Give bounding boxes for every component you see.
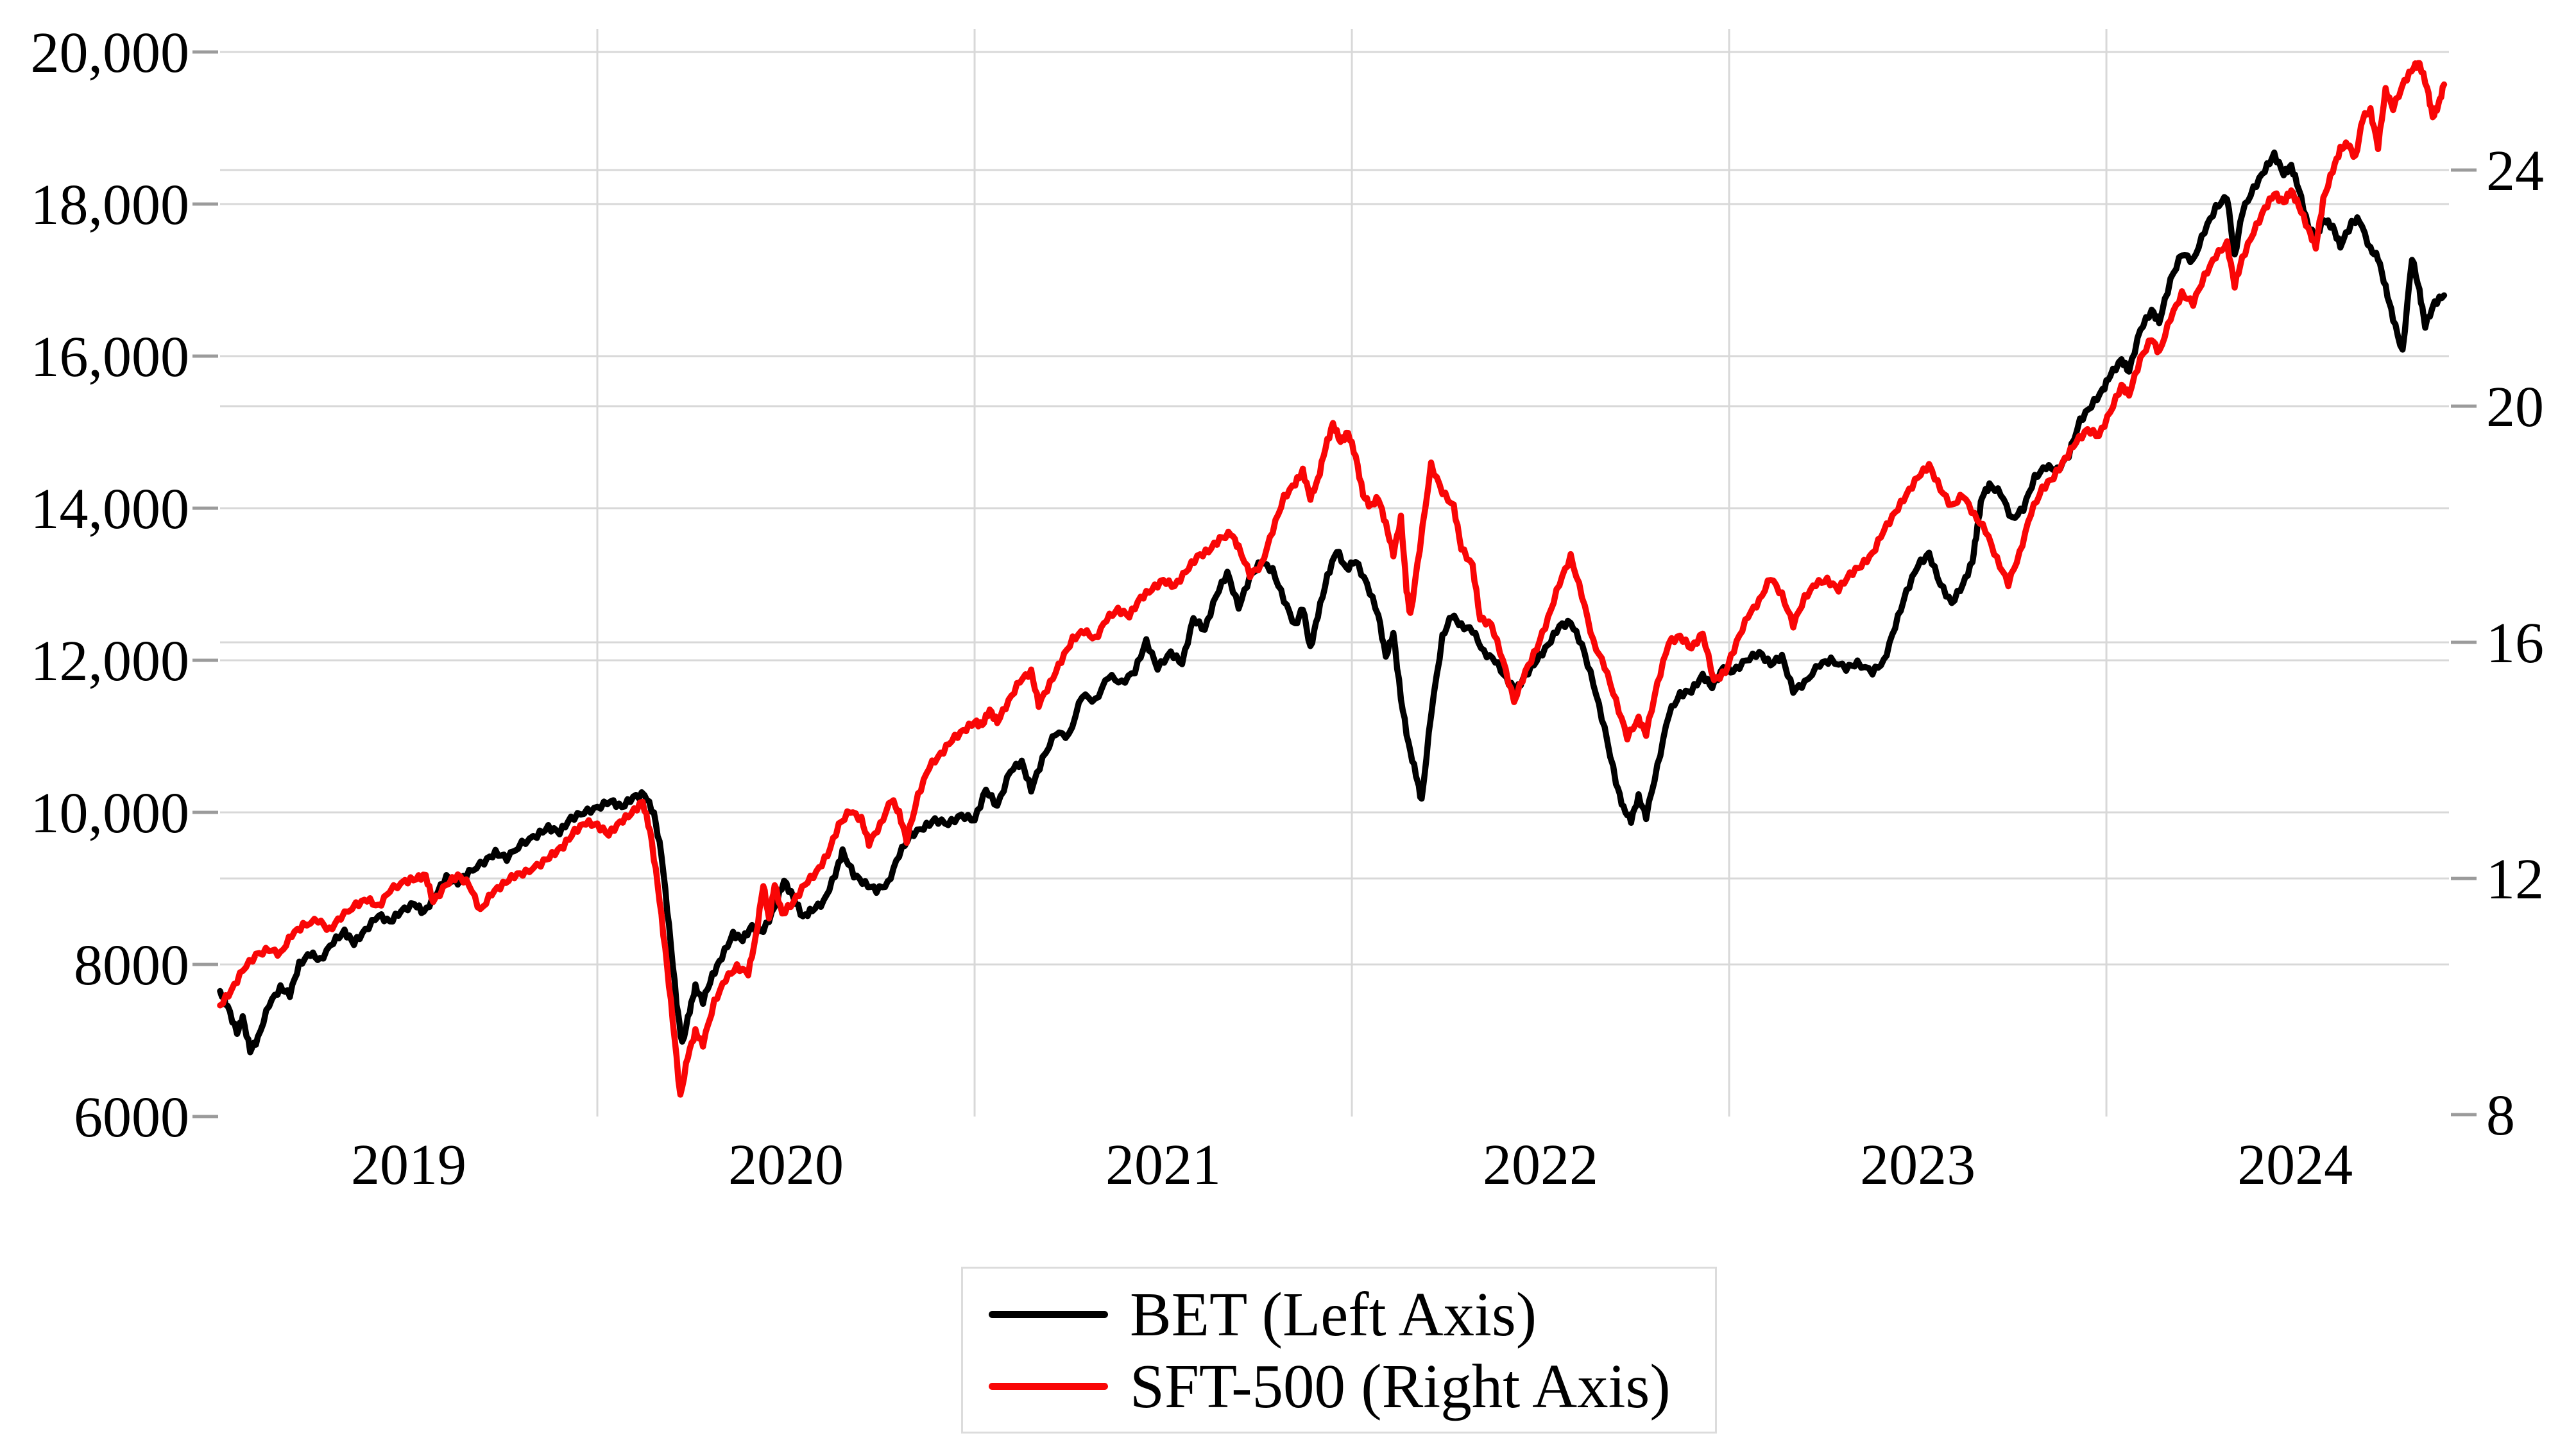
tick-label-right: 12 — [2486, 848, 2544, 911]
tick-label-year: 2024 — [2237, 1133, 2353, 1197]
tick-label-left: 16,000 — [31, 325, 190, 389]
tick-label-left: 14,000 — [31, 477, 190, 541]
tick-label-left: 8000 — [74, 934, 189, 997]
legend-label-sft500: SFT-500 (Right Axis) — [1130, 1351, 1671, 1421]
series-line-bet — [217, 150, 2448, 1056]
series-line-sft-500 — [217, 60, 2448, 1098]
legend: BET (Left Axis) SFT-500 (Right Axis) — [961, 1267, 1717, 1434]
legend-item-bet: BET (Left Axis) — [989, 1281, 1715, 1348]
tick-label-left: 10,000 — [31, 782, 190, 845]
tick-label-year: 2019 — [351, 1133, 466, 1197]
legend-label-bet: BET (Left Axis) — [1130, 1280, 1537, 1349]
tick-label-left: 18,000 — [31, 173, 190, 237]
tick-label-right: 24 — [2486, 139, 2544, 203]
tick-label-year: 2020 — [728, 1133, 844, 1197]
legend-item-sft500: SFT-500 (Right Axis) — [989, 1353, 1715, 1419]
tick-label-left: 12,000 — [31, 629, 190, 693]
tick-label-year: 2023 — [1860, 1133, 1975, 1197]
tick-label-left: 6000 — [74, 1086, 189, 1149]
tick-label-right: 16 — [2486, 612, 2544, 675]
bet-line-swatch — [989, 1310, 1108, 1318]
tick-label-left: 20,000 — [31, 21, 190, 85]
tick-label-right: 8 — [2486, 1084, 2515, 1147]
tick-label-year: 2021 — [1105, 1133, 1221, 1197]
sft500-line-swatch — [989, 1382, 1108, 1390]
tick-label-year: 2022 — [1483, 1133, 1598, 1197]
tick-label-right: 20 — [2486, 375, 2544, 439]
